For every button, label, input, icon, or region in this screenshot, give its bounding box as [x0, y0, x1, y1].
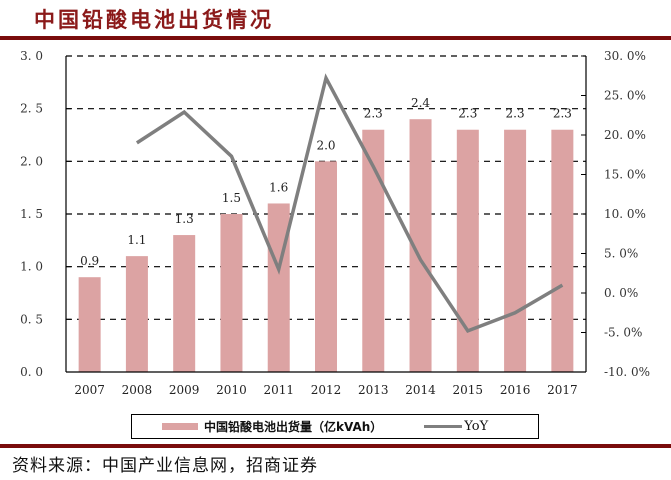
bar-data-label: 2.3: [364, 107, 383, 121]
x-tick-label: 2007: [74, 383, 105, 397]
left-tick-label: 3. 0: [20, 49, 43, 63]
bar-data-label: 2.4: [411, 96, 430, 110]
left-tick-label: 0. 5: [20, 312, 43, 326]
yoy-line-series: [135, 73, 564, 334]
right-tick-label: -5. 0%: [604, 326, 642, 340]
chart-title: 中国铅酸电池出货情况: [34, 8, 274, 32]
bar-data-label: 1.1: [127, 233, 146, 247]
line-legend-swatch: [424, 425, 463, 428]
chart-plot: 0.91.11.31.51.62.02.32.42.3 2.3 2.3 0. 00.…: [20, 49, 650, 397]
left-tick-label: 0. 0: [20, 365, 43, 379]
x-tick-label: 2010: [216, 383, 247, 397]
bar: [267, 203, 290, 372]
bar: [125, 256, 148, 372]
title-divider: [0, 36, 671, 40]
bar: [362, 129, 385, 372]
x-tick-label: 2017: [547, 383, 578, 397]
bar: [173, 235, 196, 372]
left-tick-label: 1. 5: [20, 207, 43, 221]
left-tick-label: 2. 5: [20, 102, 43, 116]
bar-legend-swatch: [162, 423, 198, 430]
bar: [551, 129, 574, 372]
bar-data-label: 1.6: [269, 180, 288, 194]
bar-data-label: 2.3: [458, 107, 477, 121]
bar: [409, 119, 432, 372]
chart-legend: 中国铅酸电池出货量（亿kVAh） YoY: [131, 414, 539, 439]
bar-legend-label: 中国铅酸电池出货量（亿kVAh）: [204, 420, 383, 434]
x-tick-label: 2008: [122, 383, 153, 397]
left-tick-label: 2. 0: [20, 154, 43, 168]
bar-data-label: 2.3: [506, 107, 525, 121]
x-tick-label: 2015: [453, 383, 484, 397]
bar: [504, 129, 527, 372]
right-tick-label: 30. 0%: [604, 49, 646, 63]
right-tick-label: -10. 0%: [604, 365, 650, 379]
x-tick-label: 2009: [169, 383, 200, 397]
right-tick-label: 10. 0%: [604, 207, 646, 221]
x-axis-ticks: 2007 2008 2009 2010 2011 2012 2013 2014 2015 2016…: [74, 383, 577, 397]
bar: [456, 129, 479, 372]
x-tick-label: 2014: [405, 383, 436, 397]
right-tick-label: 0. 0%: [604, 286, 638, 300]
bar: [220, 214, 243, 372]
left-tick-label: 1. 0: [20, 260, 43, 274]
bar: [78, 277, 101, 372]
bar-data-label: 0.9: [80, 254, 99, 268]
right-tick-label: 5. 0%: [604, 247, 638, 261]
right-tick-label: 20. 0%: [604, 128, 646, 142]
yoy-line: [135, 73, 564, 334]
bar-data-label: 2.3: [553, 107, 572, 121]
bar-data-label: 1.3: [175, 212, 194, 226]
bar-series: [78, 119, 574, 372]
bar-data-label: 1.5: [222, 191, 241, 205]
source-note: 资料来源：中国产业信息网，招商证券: [12, 456, 318, 476]
x-tick-label: 2016: [500, 383, 531, 397]
bar-data-label: 2.0: [316, 138, 335, 152]
bar: [315, 161, 337, 372]
right-tick-label: 25. 0%: [604, 89, 646, 103]
x-tick-label: 2013: [358, 383, 389, 397]
x-tick-label: 2012: [311, 383, 342, 397]
right-axis-ticks: -10. 0% -5. 0% 0. 0% 5. 0% 10. 0% 15. 0% 20. 0…: [581, 49, 650, 379]
left-axis-ticks: 0. 0 0. 5 1. 0 1. 5 2. 0 2. 5 3. 0: [20, 49, 71, 379]
bar-data-labels: 0.9 1.1 1.3 1.5 1.6 2.0 2.3 2.4 2.3 2.3 2.3: [80, 96, 572, 268]
line-legend-label: YoY: [464, 419, 489, 434]
x-tick-label: 2011: [263, 383, 294, 397]
footer-divider: [0, 444, 671, 448]
right-tick-label: 15. 0%: [604, 168, 646, 182]
